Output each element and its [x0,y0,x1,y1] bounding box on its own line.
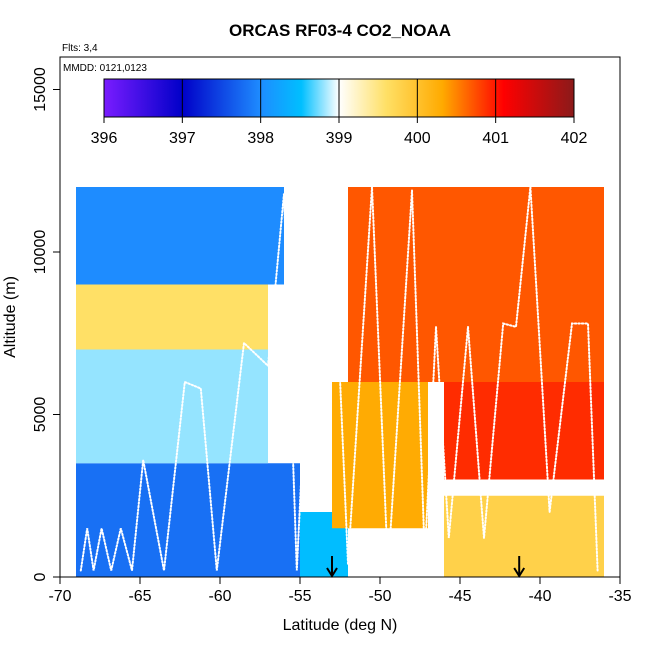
y-axis-label: Altitude (m) [2,276,19,358]
colorbar-tick-label: 399 [326,130,353,147]
y-tick-label: 5000 [32,397,49,433]
x-tick-label: -35 [608,588,631,605]
colorbar-tick-label: 397 [169,130,196,147]
heat-cell [444,495,604,577]
heat-cell [76,349,268,464]
colorbar-tick-label: 401 [482,130,509,147]
heat-cell [76,187,284,285]
y-tick-label: 10000 [32,230,49,275]
plot-frame [59,56,621,578]
colorbar-tick-label: 396 [91,130,118,147]
heat-cell [348,187,604,382]
heat-cell [444,382,604,480]
flight-track-line [79,186,599,572]
y-tick-label: 15000 [32,67,49,112]
x-tick-label: -70 [48,588,71,605]
x-tick-label: -65 [128,588,151,605]
annotation-mmdd: MMDD: 0121,0123 [63,63,147,74]
x-tick-label: -40 [528,588,551,605]
x-tick-label: -50 [368,588,391,605]
colorbar-tick-label: 398 [247,130,274,147]
y-tick-label: 0 [32,572,49,581]
colorbar-tick-label: 402 [561,130,588,147]
x-tick-label: -45 [448,588,471,605]
colorbar-ticks: 396 397 398 399 400 401 402 [91,79,588,147]
arrow-markers [326,556,526,578]
y-axis: 0 5000 10000 15000 [32,67,60,581]
heat-cell [332,382,428,529]
arrow-marker-head [513,567,526,578]
co2-field [76,187,604,577]
heat-cell [348,528,444,577]
heat-cell [76,284,268,350]
arrow-marker-head [326,567,338,578]
annotation-flights: Flts: 3,4 [62,43,98,54]
x-axis: -70 -65 -60 -55 -50 -45 -40 -35 [48,577,632,605]
colorbar-tick-label: 400 [404,130,431,147]
x-axis-label: Latitude (deg N) [283,617,398,634]
x-tick-label: -55 [288,588,311,605]
flight-track [79,186,599,572]
chart-title: ORCAS RF03-4 CO2_NOAA [229,21,451,40]
x-tick-label: -60 [208,588,231,605]
